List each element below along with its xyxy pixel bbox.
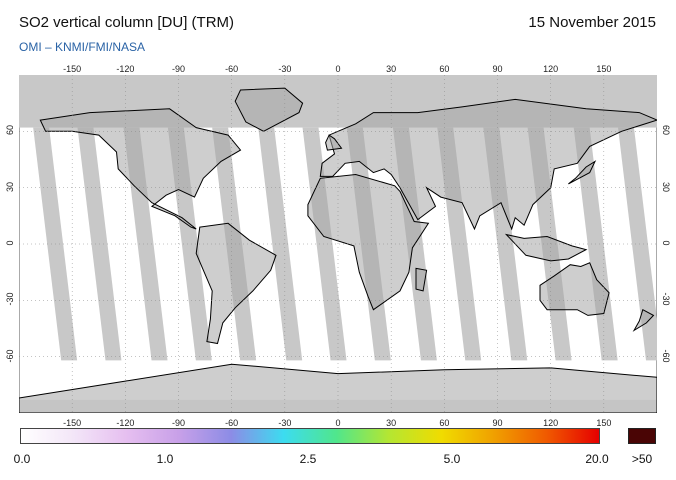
lon-tick-bottom: -90 <box>171 418 186 428</box>
colorbar-overflow-label: >50 <box>631 452 653 466</box>
lat-tick-right: 30 <box>661 181 671 192</box>
lat-tick-left: -30 <box>5 292 15 306</box>
lat-tick-right: 0 <box>661 240 671 246</box>
landmass-indonesia <box>504 233 588 262</box>
lat-tick-left: 60 <box>5 125 15 136</box>
lat-tick-left: -60 <box>5 349 15 363</box>
lon-tick-top: 120 <box>543 64 559 74</box>
colorbar-label: 2.5 <box>299 452 317 466</box>
colorbar-label: 20.0 <box>585 452 609 466</box>
lon-tick-top: -60 <box>225 64 239 74</box>
colorbar-label: 1.0 <box>156 452 174 466</box>
landmass-eurasia <box>319 98 657 231</box>
lon-tick-bottom: 0 <box>335 418 341 428</box>
lon-tick-bottom: 30 <box>386 418 397 428</box>
lon-tick-top: -30 <box>278 64 292 74</box>
lat-tick-left: 0 <box>5 240 15 246</box>
lon-tick-top: -150 <box>63 64 82 74</box>
so2-world-map <box>19 75 657 413</box>
data-credit: OMI – KNMI/FMI/NASA <box>19 40 146 54</box>
landmass-uk <box>325 134 343 151</box>
lat-tick-right: 60 <box>661 125 671 136</box>
colorbar <box>20 428 600 444</box>
lon-tick-top: -120 <box>116 64 135 74</box>
lon-tick-bottom: -60 <box>225 418 239 428</box>
lat-tick-left: 30 <box>5 181 15 192</box>
colorbar-overflow-swatch <box>628 428 656 444</box>
landmass-madagascar <box>415 267 428 292</box>
lon-tick-bottom: 60 <box>439 418 450 428</box>
lon-tick-bottom: -150 <box>63 418 82 428</box>
lon-tick-bottom: -30 <box>278 418 292 428</box>
lon-tick-bottom: 120 <box>543 418 559 428</box>
lon-tick-top: 150 <box>596 64 612 74</box>
lon-tick-top: 30 <box>386 64 397 74</box>
map-date: 15 November 2015 <box>528 14 656 31</box>
landmass-greenland <box>234 87 304 132</box>
map-title: SO2 vertical column [DU] (TRM) <box>19 14 235 31</box>
lon-tick-top: 0 <box>335 64 341 74</box>
lat-tick-right: -30 <box>661 292 671 306</box>
lon-tick-bottom: -120 <box>116 418 135 428</box>
lon-tick-bottom: 90 <box>492 418 503 428</box>
landmass-japan <box>568 160 597 185</box>
lon-tick-bottom: 150 <box>596 418 612 428</box>
orbit-gap-swath <box>258 127 303 361</box>
landmass-south-america <box>195 222 277 345</box>
colorbar-label: 5.0 <box>443 452 461 466</box>
landmass-antarctica <box>19 363 657 413</box>
lon-tick-top: 90 <box>492 64 503 74</box>
landmass-north-america <box>39 108 242 230</box>
lat-tick-right: -60 <box>661 349 671 363</box>
landmass-africa <box>307 173 430 311</box>
landmass-new-zealand <box>632 308 655 332</box>
orbit-gap-swath <box>618 127 657 361</box>
orbit-gap-swath <box>302 127 347 361</box>
landmass-australia <box>539 262 610 316</box>
lon-tick-top: -90 <box>171 64 186 74</box>
colorbar-label: 0.0 <box>13 452 31 466</box>
lon-tick-top: 60 <box>439 64 450 74</box>
